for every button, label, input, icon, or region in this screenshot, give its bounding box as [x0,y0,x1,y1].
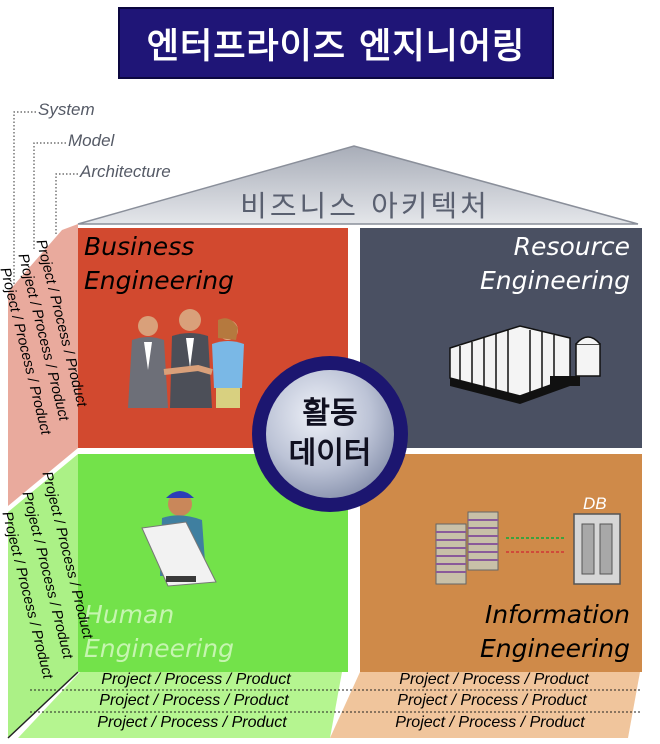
document-stack-left [435,511,499,585]
resource-label-line1: Resource [513,232,630,261]
band-text-human-3: Project / Process / Product [97,714,287,731]
db-server [573,513,621,585]
roof [77,145,639,225]
band-text-information-1: Project / Process / Product [399,671,589,688]
information-label-line1: Information [484,600,630,629]
band-text-human-2: Project / Process / Product [99,692,289,709]
center-label-line1: 활동 [302,396,358,431]
information-illustration [435,511,621,585]
business-people-illustration [128,309,244,408]
resource-label-line2: Engineering [480,266,630,295]
db-label: DB [583,494,607,513]
worker-illustration [141,491,217,587]
business-label-line2: Engineering [84,266,234,295]
center-circle [266,370,394,498]
side-band-human [8,454,78,738]
bottom-band-human [18,672,342,738]
human-engineering-label: Human Engineering [84,598,234,666]
level-architecture-label: Architecture [80,162,171,181]
information-engineering-label: Information Engineering [480,598,630,666]
title-banner: 엔터프라이즈 엔지니어링 [118,7,554,79]
level-leader-lines [13,111,78,300]
building-illustration [449,325,601,404]
business-engineering-label: Business Engineering [84,230,234,298]
information-label-line2: Engineering [480,634,630,663]
band-text-information-2: Project / Process / Product [397,692,587,709]
business-label-line1: Business [84,232,195,261]
data-link [506,537,566,553]
bottom-band-information [330,672,640,738]
title-text: 엔터프라이즈 엔지니어링 [146,26,526,67]
roof-label: 비즈니스 아키텍처 [240,189,490,223]
level-system-label: System [38,100,95,119]
human-label-line1: Human [84,600,175,629]
human-label-line2: Engineering [84,634,234,663]
band-lines [30,689,640,713]
level-model-label: Model [68,131,115,150]
resource-engineering-label: Resource Engineering [480,230,630,298]
center-label-line2: 데이터 [288,436,372,471]
side-band-business [8,224,78,506]
band-text-human-1: Project / Process / Product [101,671,291,688]
center-label: 활동 데이터 [268,394,392,474]
band-text-information-3: Project / Process / Product [395,714,585,731]
